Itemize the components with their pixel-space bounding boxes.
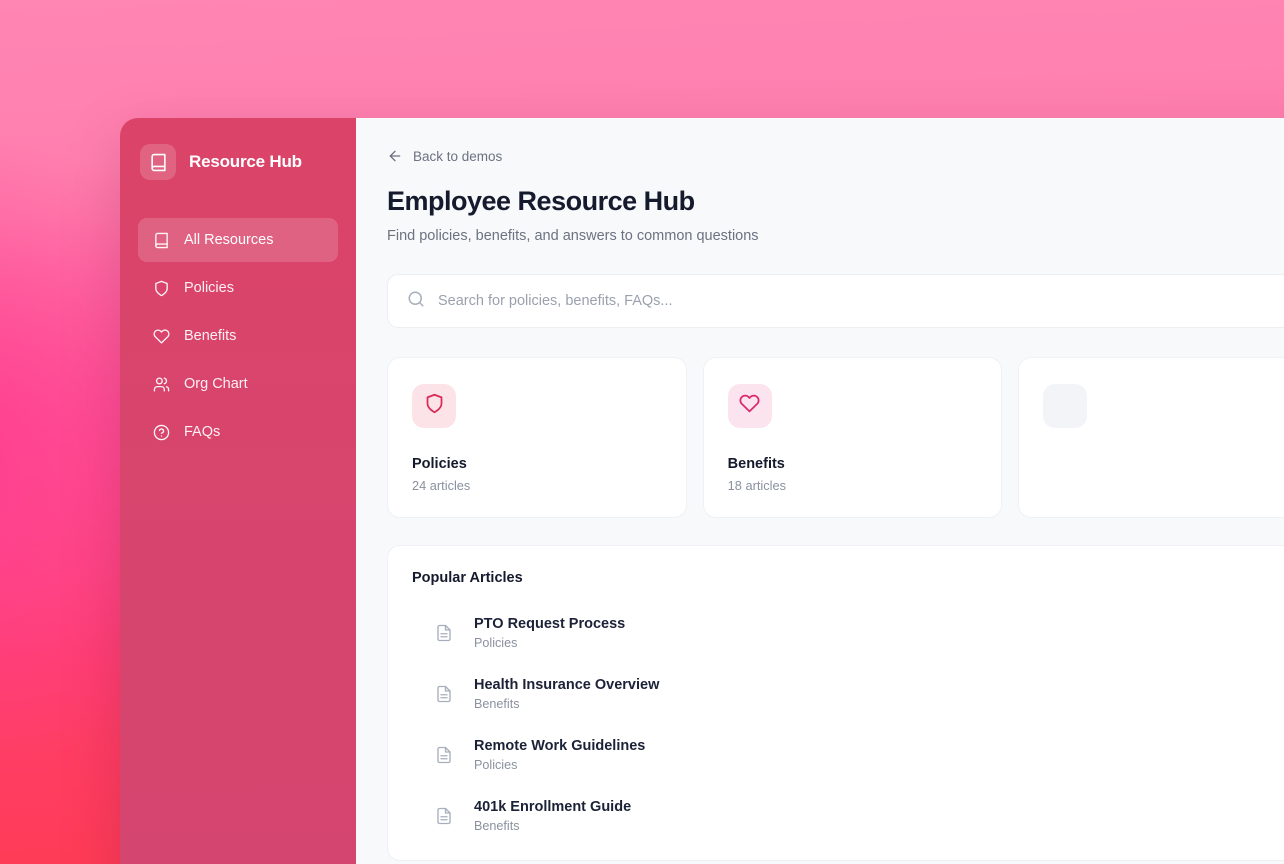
brand-name: Resource Hub <box>189 152 302 171</box>
book-icon <box>152 231 170 249</box>
sidebar-item-label: Policies <box>184 280 234 296</box>
category-name: Policies <box>412 456 467 472</box>
file-text-icon <box>434 745 454 765</box>
help-circle-icon <box>152 423 170 441</box>
sidebar-item-policies[interactable]: Policies <box>138 266 338 310</box>
sidebar-item-label: Org Chart <box>184 376 248 392</box>
article-title: Remote Work Guidelines <box>474 738 646 754</box>
sidebar-nav: All Resources Policies <box>138 218 338 454</box>
sidebar-item-org-chart[interactable]: Org Chart <box>138 362 338 406</box>
page-subtitle: Find policies, benefits, and answers to … <box>387 228 759 244</box>
sidebar: Resource Hub All Resources <box>120 118 356 864</box>
article-row[interactable]: 401k Enrollment Guide Benefits <box>412 789 1284 843</box>
heart-icon <box>152 327 170 345</box>
article-title: Health Insurance Overview <box>474 677 660 693</box>
category-grid: Policies 24 articles Benefits 18 article… <box>387 357 1284 518</box>
category-icon-wrapper <box>727 384 772 428</box>
sidebar-item-faqs[interactable]: FAQs <box>138 410 338 454</box>
sidebar-item-all-resources[interactable]: All Resources <box>138 218 338 262</box>
file-text-icon <box>434 623 454 643</box>
back-link-label: Back to demos <box>413 148 503 164</box>
search-bar[interactable] <box>387 274 1284 328</box>
article-row[interactable]: Health Insurance Overview Benefits <box>412 667 1284 721</box>
back-to-demos-link[interactable]: Back to demos <box>387 148 502 164</box>
article-row[interactable]: PTO Request Process Policies <box>412 606 1284 660</box>
brand: Resource Hub <box>138 142 338 180</box>
article-title: PTO Request Process <box>474 616 626 632</box>
page-title: Employee Resource Hub <box>387 186 695 216</box>
article-category: Benefits <box>474 697 520 711</box>
shield-icon <box>424 393 445 419</box>
article-category: Policies <box>474 636 518 650</box>
category-card-clipped[interactable] <box>1018 357 1284 518</box>
search-icon <box>407 290 425 313</box>
category-icon-wrapper <box>1043 384 1088 428</box>
arrow-left-icon <box>387 148 403 164</box>
article-row[interactable]: Remote Work Guidelines Policies <box>412 728 1284 782</box>
article-category: Policies <box>474 758 518 772</box>
panel-title: Popular Articles <box>412 570 523 586</box>
file-text-icon <box>434 684 454 704</box>
sidebar-item-label: Benefits <box>184 328 237 344</box>
heart-icon <box>739 393 760 419</box>
category-count: 24 articles <box>412 478 471 493</box>
category-card-policies[interactable]: Policies 24 articles <box>387 357 687 518</box>
category-count: 18 articles <box>727 478 786 493</box>
search-input[interactable] <box>438 275 1284 327</box>
sidebar-item-label: FAQs <box>184 424 221 440</box>
file-text-icon <box>434 806 454 826</box>
shield-icon <box>152 279 170 297</box>
category-card-benefits[interactable]: Benefits 18 articles <box>702 357 1003 518</box>
book-icon <box>140 144 176 180</box>
article-title: 401k Enrollment Guide <box>474 799 632 815</box>
app-window: Resource Hub All Resources <box>120 118 1284 864</box>
article-category: Benefits <box>474 819 520 833</box>
sidebar-item-label: All Resources <box>184 232 274 248</box>
users-icon <box>152 375 170 393</box>
popular-articles-panel: Popular Articles PTO Request Process Pol… <box>387 545 1284 861</box>
sidebar-item-benefits[interactable]: Benefits <box>138 314 338 358</box>
category-icon-wrapper <box>412 384 456 428</box>
category-name: Benefits <box>727 456 785 472</box>
main-content: Back to demos Employee Resource Hub Find… <box>356 118 1284 864</box>
